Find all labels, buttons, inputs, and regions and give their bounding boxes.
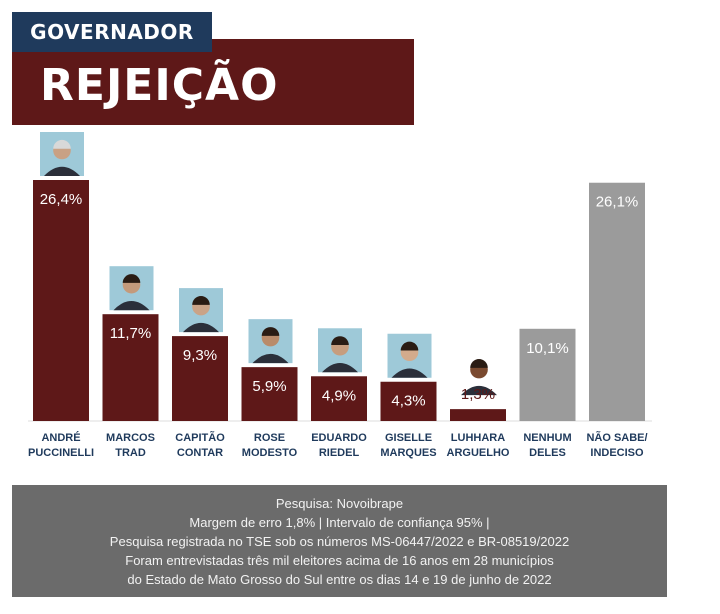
methodology-footer: Pesquisa: Novoibrape Margem de erro 1,8%… xyxy=(12,485,667,597)
photos-group xyxy=(40,132,501,396)
category-label: PUCCINELLI xyxy=(28,447,94,459)
category-label: MARCOS xyxy=(106,432,155,444)
candidate-photo xyxy=(387,333,432,378)
bar-chart: 26,4% 11,7% 9,3% 5,9% 4,9% 4,3% 1,3% 10,1% 26,1%… xyxy=(28,132,652,459)
footer-line: Margem de erro 1,8% | Intervalo de confi… xyxy=(189,514,490,530)
category-label: GISELLE xyxy=(385,432,432,444)
bar-value-label: 26,1% xyxy=(596,194,639,211)
bar-value-label: 1,3% xyxy=(461,386,495,403)
category-label: CAPITÃO xyxy=(175,431,225,444)
category-label: ROSE xyxy=(254,432,285,444)
category-label: ANDRÉ xyxy=(41,431,80,444)
category-label: MODESTO xyxy=(242,447,298,459)
bar xyxy=(450,409,506,421)
bar xyxy=(380,381,437,421)
candidate-photo xyxy=(179,288,223,333)
category-label: CONTAR xyxy=(177,447,223,459)
candidate-photo xyxy=(248,319,293,364)
category-label: NÃO SABE/ xyxy=(586,431,647,444)
bar-value-label: 5,9% xyxy=(252,378,286,395)
category-label: NENHUM xyxy=(523,432,571,444)
bars-group xyxy=(33,180,645,421)
bar xyxy=(102,314,159,421)
title-band xyxy=(12,39,414,125)
footer-line: Pesquisa: Novoibrape xyxy=(275,495,404,511)
category-label: EDUARDO xyxy=(311,432,367,444)
bar xyxy=(519,328,576,421)
bar-value-label: 10,1% xyxy=(526,340,569,357)
bar xyxy=(589,182,645,421)
candidate-photo xyxy=(40,132,84,176)
bar xyxy=(172,336,228,421)
category-label: TRAD xyxy=(115,447,146,459)
candidate-photo xyxy=(109,266,154,311)
chart-title: REJEIÇÃO xyxy=(40,60,279,111)
footer-line: do Estado de Mato Grosso do Sul entre os… xyxy=(127,571,552,587)
bar xyxy=(241,367,298,421)
value-labels-group: 26,4% 11,7% 9,3% 5,9% 4,9% 4,3% 1,3% 10,1% 26,1% xyxy=(40,191,639,410)
footer-line: Foram entrevistadas três mil eleitores a… xyxy=(125,552,554,568)
bar xyxy=(33,180,89,421)
candidate-photo xyxy=(457,351,501,396)
bar-value-label: 26,4% xyxy=(40,191,83,208)
office-tag: GOVERNADOR xyxy=(12,12,212,52)
bar xyxy=(311,376,367,421)
candidate-photo xyxy=(318,328,362,373)
category-labels-group: ANDRÉ PUCCINELLI MARCOS TRAD CAPITÃO CONTAR RO… xyxy=(28,431,648,459)
category-label: ARGUELHO xyxy=(447,447,510,459)
category-label: INDECISO xyxy=(590,447,644,459)
bar-value-label: 4,3% xyxy=(391,393,425,410)
category-label: RIEDEL xyxy=(319,447,360,459)
bar-value-label: 11,7% xyxy=(110,325,151,342)
category-label: LUHHARA xyxy=(451,432,505,444)
footer-line: Pesquisa registrada no TSE sob os número… xyxy=(109,533,570,549)
category-label: DELES xyxy=(529,447,566,459)
category-label: MARQUES xyxy=(380,447,436,459)
bar-value-label: 4,9% xyxy=(322,387,356,404)
bar-value-label: 9,3% xyxy=(183,347,217,364)
